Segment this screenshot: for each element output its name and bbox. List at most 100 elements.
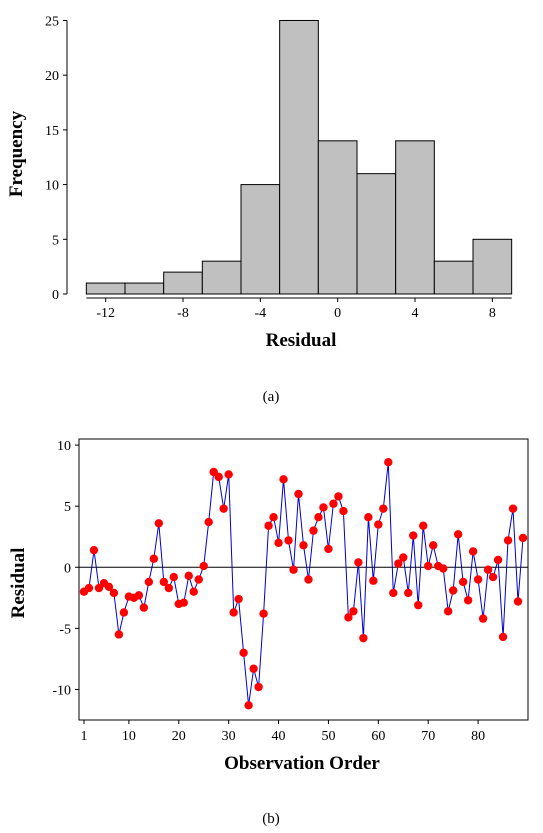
x-tick-label: 8 <box>489 306 496 321</box>
histogram-x-axis-label: Residual <box>266 330 337 351</box>
residual-point <box>304 575 313 584</box>
residual-point <box>139 603 149 612</box>
residual-point <box>493 555 503 565</box>
residual-point <box>179 598 188 607</box>
residual-point <box>199 561 208 571</box>
order-x-axis-label: Observation Order <box>224 753 380 774</box>
residual-point <box>214 472 223 482</box>
residual-point <box>339 506 348 516</box>
x-tick-label: 30 <box>222 729 236 744</box>
plot-frame <box>78 438 529 721</box>
residual-point <box>518 533 528 543</box>
residual-point <box>483 565 493 574</box>
residual-point <box>458 577 468 587</box>
histogram-bars <box>85 19 513 295</box>
residual-point <box>334 492 343 501</box>
residual-point <box>84 583 94 593</box>
residual-points <box>79 458 528 710</box>
residual-point <box>364 512 373 522</box>
residual-point <box>438 564 448 573</box>
x-tick-label: 1 <box>80 729 87 744</box>
residual-point <box>498 632 508 642</box>
residual-point <box>319 503 328 512</box>
residual-point <box>289 565 298 574</box>
x-tick-label: 70 <box>421 729 435 744</box>
x-tick-label: -12 <box>96 306 115 321</box>
residual-point <box>399 553 408 562</box>
residual-point <box>453 530 463 539</box>
residual-point <box>384 458 393 467</box>
residual-point <box>144 577 154 587</box>
residual-point <box>109 588 119 598</box>
histogram-bar <box>240 184 281 295</box>
residual-point <box>239 648 248 658</box>
residual-point <box>229 608 238 617</box>
residual-point <box>194 575 203 584</box>
residual-point <box>463 596 473 605</box>
residual-point <box>488 572 498 582</box>
residual-point <box>404 588 413 598</box>
residual-point <box>224 470 233 479</box>
residual-point <box>159 577 169 587</box>
residual-point <box>344 613 353 622</box>
histogram-bar <box>124 282 165 295</box>
histogram-y-axis-label: Frequency <box>6 110 27 197</box>
order-y-ticks: 10 5 0 -5 -10 <box>52 439 79 698</box>
residual-point <box>349 607 358 616</box>
residual-point <box>414 600 423 610</box>
x-tick-label: 4 <box>412 306 419 321</box>
residual-point <box>473 575 483 584</box>
order-x-ticks: 1 10 20 30 40 50 60 70 80 <box>80 720 485 744</box>
residual-point <box>294 489 303 499</box>
histogram-bar <box>433 260 474 295</box>
residual-point <box>448 586 458 595</box>
residual-point <box>249 664 258 673</box>
y-tick-label: 5 <box>64 500 71 515</box>
residual-point <box>89 545 99 555</box>
residual-point <box>389 588 398 598</box>
residual-point <box>169 572 178 582</box>
x-tick-label: -8 <box>177 306 189 321</box>
residual-point <box>359 633 368 643</box>
y-tick-label: 10 <box>45 179 59 194</box>
residual-point <box>234 594 243 604</box>
residual-point <box>189 587 198 596</box>
histogram-bar <box>356 173 397 295</box>
residual-histogram: -12 -8 -4 0 4 8 0 5 10 15 20 25 Residual Frequency… <box>6 14 513 405</box>
residual-point <box>259 609 268 618</box>
histogram-y-ticks: 0 5 10 15 20 25 <box>45 14 67 303</box>
x-tick-label: 0 <box>334 306 341 321</box>
histogram-bar <box>163 271 203 295</box>
residual-point <box>354 558 363 567</box>
histogram-bar <box>279 19 319 295</box>
residual-point <box>513 597 523 606</box>
order-y-axis-label: Residual <box>8 548 29 619</box>
x-tick-label: 40 <box>272 729 286 744</box>
y-tick-label: 0 <box>64 561 71 576</box>
y-tick-label: 25 <box>45 14 59 29</box>
y-tick-label: -5 <box>59 622 71 637</box>
residual-point <box>254 682 263 692</box>
residual-point <box>409 531 418 540</box>
residual-point <box>369 576 378 585</box>
y-tick-label: 10 <box>57 439 71 454</box>
residual-point <box>149 554 159 563</box>
y-tick-label: 0 <box>52 288 59 303</box>
residual-point <box>164 583 173 593</box>
histogram-bar <box>85 282 126 295</box>
x-tick-label: -4 <box>254 306 266 321</box>
residual-point <box>204 517 213 527</box>
histogram-x-ticks: -12 -8 -4 0 4 8 <box>96 298 496 321</box>
x-tick-label: 60 <box>371 729 385 744</box>
histogram-bar <box>395 140 435 295</box>
residual-point <box>379 504 388 513</box>
residual-point <box>478 614 488 623</box>
residual-point <box>119 608 129 617</box>
histogram-bar <box>472 238 513 295</box>
residual-point <box>503 536 513 545</box>
caption-b: (b) <box>262 811 280 827</box>
residual-point <box>329 499 338 508</box>
residual-point <box>314 512 323 522</box>
